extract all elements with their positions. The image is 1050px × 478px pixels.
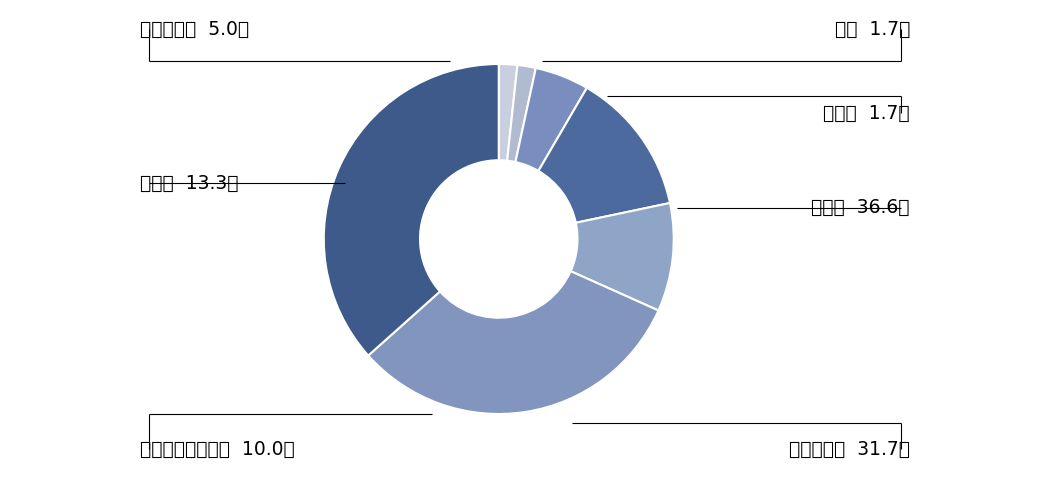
- Text: 技術・サービス業  10.0％: 技術・サービス業 10.0％: [140, 439, 295, 458]
- Wedge shape: [499, 64, 518, 161]
- Text: 情報通信業  31.7％: 情報通信業 31.7％: [789, 439, 910, 458]
- Wedge shape: [516, 68, 587, 171]
- Wedge shape: [369, 271, 658, 414]
- Wedge shape: [570, 203, 674, 311]
- Wedge shape: [507, 65, 536, 162]
- Text: 教員  1.7％: 教員 1.7％: [835, 20, 910, 39]
- Text: 卸・小売業  5.0％: 卸・小売業 5.0％: [140, 20, 249, 39]
- Wedge shape: [539, 88, 670, 223]
- Text: 建設業  13.3％: 建設業 13.3％: [140, 174, 238, 193]
- Text: その他  1.7％: その他 1.7％: [823, 104, 910, 122]
- Wedge shape: [323, 64, 499, 356]
- Text: 製造業  36.6％: 製造業 36.6％: [812, 198, 910, 217]
